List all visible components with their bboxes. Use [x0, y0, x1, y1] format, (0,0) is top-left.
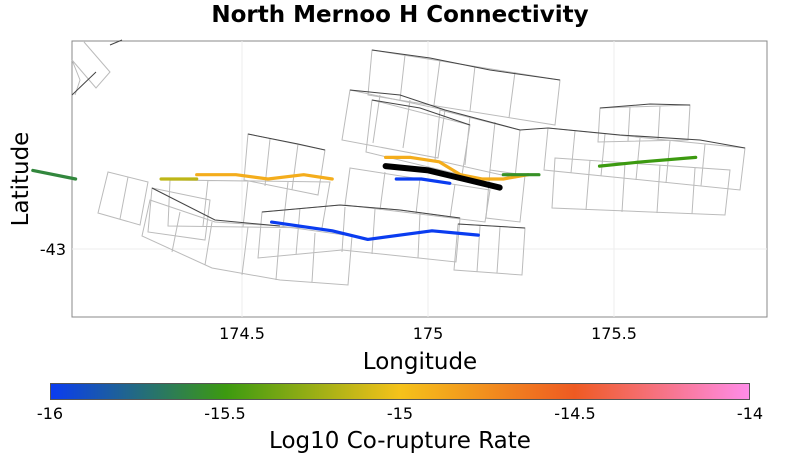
y-axis-label: Latitude: [8, 132, 34, 227]
trace-east-upper: [599, 103, 691, 109]
trace-west-upper: [247, 133, 326, 151]
trace-north-lower: [371, 99, 471, 126]
colorbar-tick: -15: [386, 404, 414, 423]
xtick-label: 174.5: [219, 324, 265, 343]
fault-segment-fault-w3: [195, 173, 334, 181]
trace-south-block: [457, 223, 526, 229]
colorbar-tick: -15.5: [204, 404, 246, 423]
chart-title: North Mernoo H Connectivity: [211, 2, 589, 28]
x-axis-label: Longitude: [363, 349, 477, 375]
co-rupture-faults: [31, 155, 698, 241]
fault-segment-fault-s1: [270, 220, 480, 241]
colorbar-tick: -14.5: [554, 404, 596, 423]
selected-fault-north-mernoo-h: [382, 163, 503, 191]
xtick-label: 175.5: [591, 324, 637, 343]
fault-segment-fault-w1: [31, 168, 78, 181]
colorbar-tick: -14: [736, 404, 764, 423]
fault-map: 174.5 175 175.5 -43 Longitude Latitude: [8, 39, 768, 375]
trace-north-upper: [371, 49, 561, 81]
trace-east: [547, 127, 746, 149]
colorbar-tick: -16: [36, 404, 64, 423]
colorbar-label: Log10 Co-rupture Rate: [269, 428, 531, 454]
ytick-label: -43: [40, 240, 66, 259]
xtick-label: 175: [413, 324, 444, 343]
trace-topleft: [71, 39, 123, 96]
fault-traces: [71, 39, 746, 229]
trace-central-lower: [261, 204, 461, 219]
fault-segment-fault-c1: [384, 155, 530, 181]
colorbar-ticks: -16 -15.5 -15 -14.5 -14: [0, 404, 800, 426]
colorbar: [50, 383, 750, 400]
trace-west-long: [151, 187, 281, 227]
fault-segment-fault-c2: [394, 177, 452, 185]
fault-subsection-outlines: [71, 41, 746, 286]
trace-north-middle: [349, 89, 549, 131]
fault-segment-fault-e2: [597, 155, 698, 168]
